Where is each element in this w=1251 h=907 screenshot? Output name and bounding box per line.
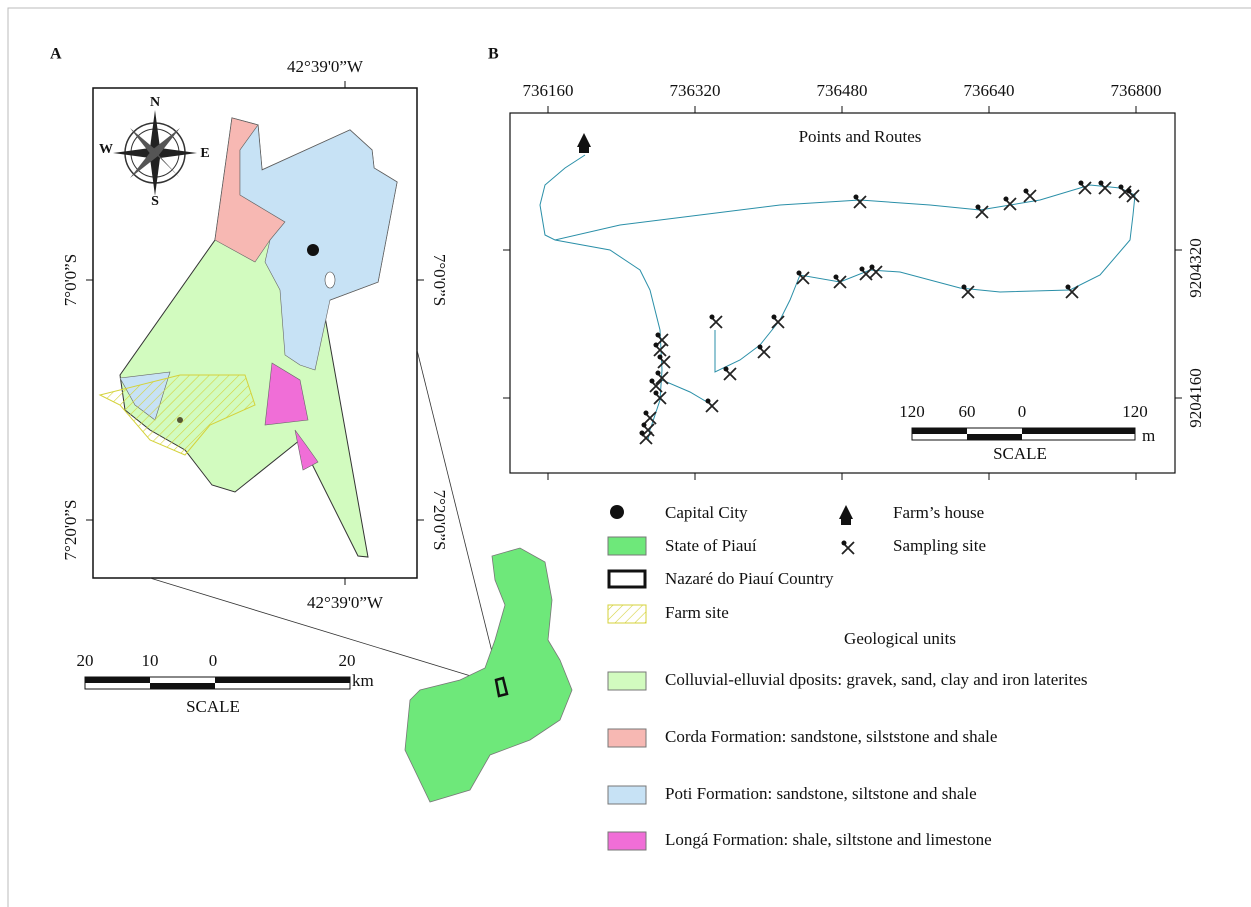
- legend-label: Corda Formation: sandstone, silststone a…: [665, 727, 997, 746]
- panel-label: B: [488, 46, 499, 63]
- map-title: Points and Routes: [799, 127, 922, 146]
- state-map: [405, 548, 572, 802]
- sampling-site-dot: [976, 205, 981, 210]
- sampling-site-dot: [1119, 185, 1124, 190]
- latitude-label: 7°20'0”S: [61, 500, 80, 561]
- longitude-label: 42°39'0”W: [287, 57, 364, 76]
- sampling-site-dot: [1079, 181, 1084, 186]
- compass-w: W: [99, 142, 113, 157]
- coordinate-label: 736320: [670, 81, 721, 100]
- scale-tick: 60: [959, 402, 976, 421]
- sampling-site-dot: [962, 285, 967, 290]
- latitude-label: 7°20'0”S: [430, 490, 449, 551]
- sampling-site-dot: [654, 391, 659, 396]
- sampling-site-dot: [758, 345, 763, 350]
- scale-tick: 120: [899, 402, 925, 421]
- sampling-site-dot: [1066, 285, 1071, 290]
- sampling-site-dot: [772, 315, 777, 320]
- sampling-site-dot: [1004, 197, 1009, 202]
- legend: Capital City State of Piauí Nazaré do Pi…: [608, 503, 1088, 850]
- legend-label: Nazaré do Piauí Country: [665, 569, 834, 588]
- sampling-site-dot: [854, 195, 859, 200]
- sampling-site-dot: [650, 379, 655, 384]
- scale-title: SCALE: [993, 444, 1047, 463]
- sampling-site-dot: [656, 371, 661, 376]
- latitude-label: 7°0'0”S: [61, 254, 80, 306]
- sampling-site-dot: [1127, 189, 1132, 194]
- compass-e: E: [200, 146, 209, 161]
- sampling-site-dot: [706, 399, 711, 404]
- legend-label: Sampling site: [893, 536, 986, 555]
- sampling-site-dot: [710, 315, 715, 320]
- legend-heading: Geological units: [844, 629, 956, 648]
- scale-tick: 20: [77, 651, 94, 670]
- scale-tick: 0: [209, 651, 218, 670]
- legend-label: Longá Formation: shale, siltstone and li…: [665, 830, 992, 849]
- coordinate-label: 9204320: [1186, 238, 1205, 298]
- figure: A N E S W 42°39'0”W 42°39'0”W 7°0'0”S 7°…: [0, 0, 1251, 907]
- legend-label: State of Piauí: [665, 536, 757, 555]
- legend-label: Farm’s house: [893, 503, 984, 522]
- latitude-label: 7°0'0”S: [430, 254, 449, 306]
- sampling-site-dot: [640, 431, 645, 436]
- sampling-site-dot: [642, 423, 647, 428]
- legend-label: Capital City: [665, 503, 748, 522]
- panel-label: A: [50, 46, 62, 63]
- sampling-site-dot: [860, 267, 865, 272]
- map-frame: [510, 113, 1175, 473]
- coordinate-label: 736160: [523, 81, 574, 100]
- coordinate-label: 736640: [964, 81, 1015, 100]
- sampling-site-dot: [834, 275, 839, 280]
- sampling-site-dot: [656, 333, 661, 338]
- scale-tick: 120: [1122, 402, 1148, 421]
- compass-n: N: [150, 95, 160, 110]
- sampling-site-dot: [644, 411, 649, 416]
- coordinate-label: 736480: [817, 81, 868, 100]
- scale-tick: 10: [142, 651, 159, 670]
- scale-bar: 20 10 0 20 km SCALE: [77, 651, 374, 716]
- sampling-site-dot: [1099, 181, 1104, 186]
- sampling-site-dot: [842, 541, 847, 546]
- sampling-site-dot: [1024, 189, 1029, 194]
- sampling-site-dot: [724, 367, 729, 372]
- scale-title: SCALE: [186, 697, 240, 716]
- sampling-site-dot: [658, 355, 663, 360]
- scale-unit: km: [352, 671, 374, 690]
- longitude-label: 42°39'0”W: [307, 593, 384, 612]
- coordinate-label: 9204160: [1186, 368, 1205, 428]
- scale-tick: 0: [1018, 402, 1027, 421]
- legend-label: Colluvial-elluvial dposits: gravek, sand…: [665, 670, 1088, 689]
- scale-unit: m: [1142, 426, 1155, 445]
- sampling-site-dot: [797, 271, 802, 276]
- coordinate-label: 736800: [1111, 81, 1162, 100]
- legend-label: Poti Formation: sandstone, siltstone and…: [665, 784, 977, 803]
- scale-tick: 20: [339, 651, 356, 670]
- compass-s: S: [151, 194, 159, 209]
- legend-label: Farm site: [665, 603, 729, 622]
- sampling-site-dot: [870, 265, 875, 270]
- sampling-site-dot: [654, 343, 659, 348]
